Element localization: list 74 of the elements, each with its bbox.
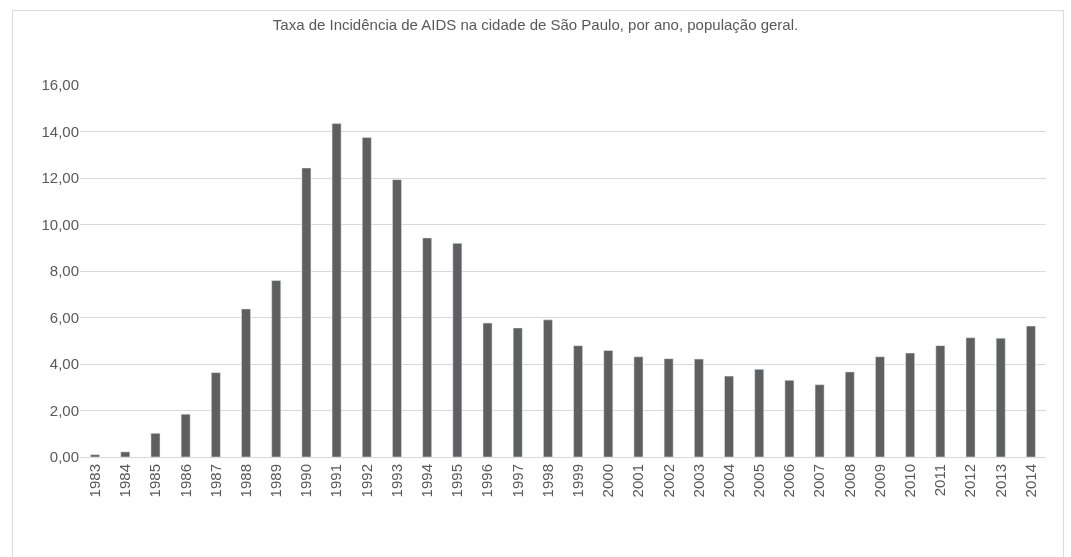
bar [331,123,342,457]
bar [754,369,764,457]
x-tick-label: 1993 [387,464,405,498]
x-tick-label: 1998 [538,464,556,498]
x-tick-label: 2010 [901,464,919,498]
x-tick-label: 1997 [508,464,526,498]
bar [935,345,946,457]
x-tick-label: 1996 [478,464,496,498]
x-tick-label: 2007 [810,464,828,498]
x-tick-label: 2002 [659,464,677,498]
bar [211,372,221,457]
bar [875,356,885,457]
chart-title: Taxa de Incidência de AIDS na cidade de São Paulo, por ano, população geral. [272,16,799,33]
x-tick-label: 2011 [931,464,949,497]
x-tick-label: 1983 [85,464,103,498]
bar [452,243,463,457]
x-tick-label: 1987 [206,464,224,498]
bar [905,352,915,457]
x-tick-label: 1994 [418,464,436,498]
x-tick-label: 1986 [176,464,194,498]
y-tick-label: 16,00 [41,76,79,94]
x-tick-label: 1999 [568,464,586,498]
bar [845,371,855,457]
bar [965,337,976,457]
x-tick-label: 2001 [629,464,647,498]
y-tick-label: 0,00 [49,448,79,466]
x-tick-label: 2012 [961,464,979,498]
x-tick-label: 1985 [146,464,164,498]
bar [995,337,1006,457]
x-tick-label: 2008 [840,464,858,498]
x-tick-label: 1988 [236,464,254,498]
y-tick-label: 10,00 [41,215,79,233]
bar [90,454,100,457]
x-tick-label: 2000 [599,464,617,498]
y-tick-label: 8,00 [49,262,79,280]
bar [301,167,312,457]
bar [633,356,644,457]
bar [362,137,372,457]
bar [543,319,553,457]
x-tick-label: 1991 [327,464,345,498]
x-tick-label: 2014 [1021,464,1039,498]
x-tick-label: 1995 [448,464,466,498]
x-tick-label: 1984 [116,464,134,498]
y-tick-label: 6,00 [49,308,79,326]
bar [603,350,614,457]
x-tick-label: 1990 [297,464,315,498]
bar [694,358,704,457]
x-tick-label: 2004 [719,464,737,498]
y-tick-label: 2,00 [49,401,79,419]
bar [512,327,523,457]
x-tick-label: 1992 [357,464,375,498]
x-tick-label: 2009 [870,464,888,498]
bar [422,237,432,457]
x-tick-label: 2013 [991,464,1009,498]
bar [271,280,281,457]
bar [724,375,734,457]
y-tick-label: 4,00 [49,355,79,373]
x-tick-label: 1989 [267,464,285,498]
bar [482,322,493,457]
y-tick-label: 14,00 [41,122,79,140]
x-tick-label: 2006 [780,464,798,498]
bar [150,433,161,457]
x-tick-label: 2003 [689,464,707,498]
x-tick-label: 2005 [750,464,768,498]
bar [814,384,825,457]
bar [1026,325,1036,457]
bar [573,345,583,457]
bar [392,179,402,457]
bar [180,413,191,457]
bar [241,308,251,457]
bar [663,358,674,457]
bar [120,451,131,457]
y-tick-label: 12,00 [41,169,79,187]
bar [784,380,795,457]
